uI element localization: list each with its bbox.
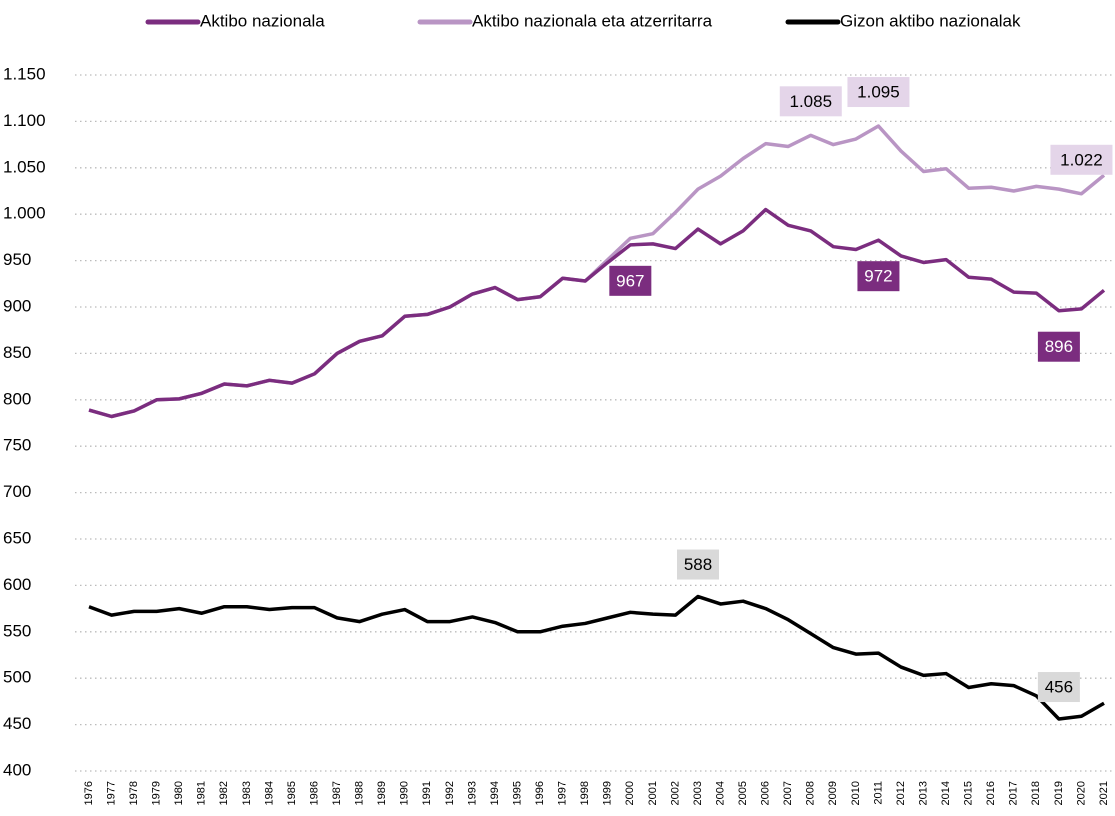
data-label-text: 896	[1045, 337, 1073, 356]
y-tick-label: 1.100	[3, 111, 46, 130]
data-label-bg	[1037, 331, 1080, 362]
x-tick-label: 2021	[1098, 781, 1110, 805]
x-tick-label: 2006	[760, 781, 772, 805]
x-tick-label: 1998	[579, 781, 591, 805]
data-label-bg	[1037, 672, 1080, 703]
y-tick-label: 450	[3, 714, 31, 733]
data-label-text: 972	[864, 267, 892, 286]
x-tick-label: 1993	[466, 781, 478, 805]
x-tick-label: 1995	[511, 781, 523, 805]
x-tick-label: 2003	[692, 781, 704, 805]
x-tick-label: 1976	[83, 781, 95, 805]
x-tick-label: 1990	[399, 781, 411, 805]
data-label-bg	[1050, 144, 1113, 175]
x-tick-label: 2000	[624, 781, 636, 805]
data-label: 896	[1037, 331, 1080, 362]
data-label: 967	[609, 265, 652, 296]
x-tick-label: 1983	[241, 781, 253, 805]
legend-label: Aktibo nazionala	[200, 11, 325, 30]
x-tick-label: 1996	[534, 781, 546, 805]
x-tick-label: 2015	[963, 781, 975, 805]
y-tick-label: 750	[3, 436, 31, 455]
x-tick-label: 2007	[782, 781, 794, 805]
x-tick-label: 1991	[421, 781, 433, 805]
x-tick-label: 1999	[602, 781, 614, 805]
x-tick-label: 1981	[196, 781, 208, 805]
series-line	[88, 207, 1106, 419]
x-tick-label: 1985	[286, 781, 298, 805]
x-tick-label: 1980	[173, 781, 185, 805]
y-tick-label: 400	[3, 760, 31, 779]
x-tick-label: 1978	[128, 781, 140, 805]
data-label-bg	[609, 265, 652, 296]
y-tick-label: 1.000	[3, 204, 46, 223]
x-tick-label: 1979	[151, 781, 163, 805]
data-label: 972	[857, 261, 900, 292]
data-label-text: 456	[1045, 678, 1073, 697]
x-tick-label: 2016	[985, 781, 997, 805]
data-label-text: 1.095	[857, 83, 900, 102]
x-tick-label: 1994	[489, 781, 501, 805]
y-tick-label: 500	[3, 668, 31, 687]
data-label-text: 588	[684, 555, 712, 574]
x-tick-label: 1992	[444, 781, 456, 805]
data-label: 1.095	[847, 77, 910, 108]
x-tick-label: 2004	[714, 781, 726, 805]
y-tick-label: 850	[3, 343, 31, 362]
data-label-bg	[779, 86, 842, 117]
y-tick-label: 1.150	[3, 64, 46, 83]
x-tick-label: 2005	[737, 781, 749, 805]
x-tick-label: 2019	[1053, 781, 1065, 805]
x-tick-label: 1988	[354, 781, 366, 805]
x-tick-label: 1977	[105, 781, 117, 805]
data-label-text: 967	[616, 271, 644, 290]
x-tick-label: 2020	[1075, 781, 1087, 805]
y-tick-label: 1.050	[3, 157, 46, 176]
data-label: 456	[1037, 672, 1080, 703]
x-tick-label: 1987	[331, 781, 343, 805]
x-tick-label: 1989	[376, 781, 388, 805]
data-label: 1.085	[779, 86, 842, 117]
y-tick-label: 600	[3, 575, 31, 594]
data-label-bg	[677, 549, 719, 580]
x-tick-label: 2001	[647, 781, 659, 805]
x-tick-label: 2002	[669, 781, 681, 805]
x-tick-label: 2017	[1008, 781, 1020, 805]
x-tick-label: 2010	[850, 781, 862, 805]
x-tick-label: 1986	[308, 781, 320, 805]
legend-label: Aktibo nazionala eta atzerritarra	[472, 11, 713, 30]
y-tick-label: 700	[3, 482, 31, 501]
x-tick-label: 1997	[557, 781, 569, 805]
x-tick-label: 2014	[940, 781, 952, 805]
x-tick-label: 2008	[805, 781, 817, 805]
data-label: 588	[677, 549, 719, 580]
y-tick-label: 900	[3, 296, 31, 315]
y-tick-label: 650	[3, 528, 31, 547]
y-tick-label: 550	[3, 621, 31, 640]
y-tick-label: 800	[3, 389, 31, 408]
x-tick-label: 2018	[1030, 781, 1042, 805]
data-label: 1.022	[1050, 144, 1113, 175]
x-tick-label: 1984	[263, 781, 275, 805]
x-tick-label: 2013	[917, 781, 929, 805]
series-line	[88, 594, 1105, 721]
x-tick-label: 2009	[827, 781, 839, 805]
x-tick-label: 2012	[895, 781, 907, 805]
legend-label: Gizon aktibo nazionalak	[840, 11, 1021, 30]
data-label-bg	[847, 77, 910, 108]
data-label-bg	[857, 261, 900, 292]
y-tick-label: 950	[3, 250, 31, 269]
x-tick-label: 2011	[872, 781, 884, 805]
data-label-text: 1.022	[1060, 150, 1103, 169]
data-label-text: 1.085	[790, 92, 833, 111]
x-tick-label: 1982	[218, 781, 230, 805]
